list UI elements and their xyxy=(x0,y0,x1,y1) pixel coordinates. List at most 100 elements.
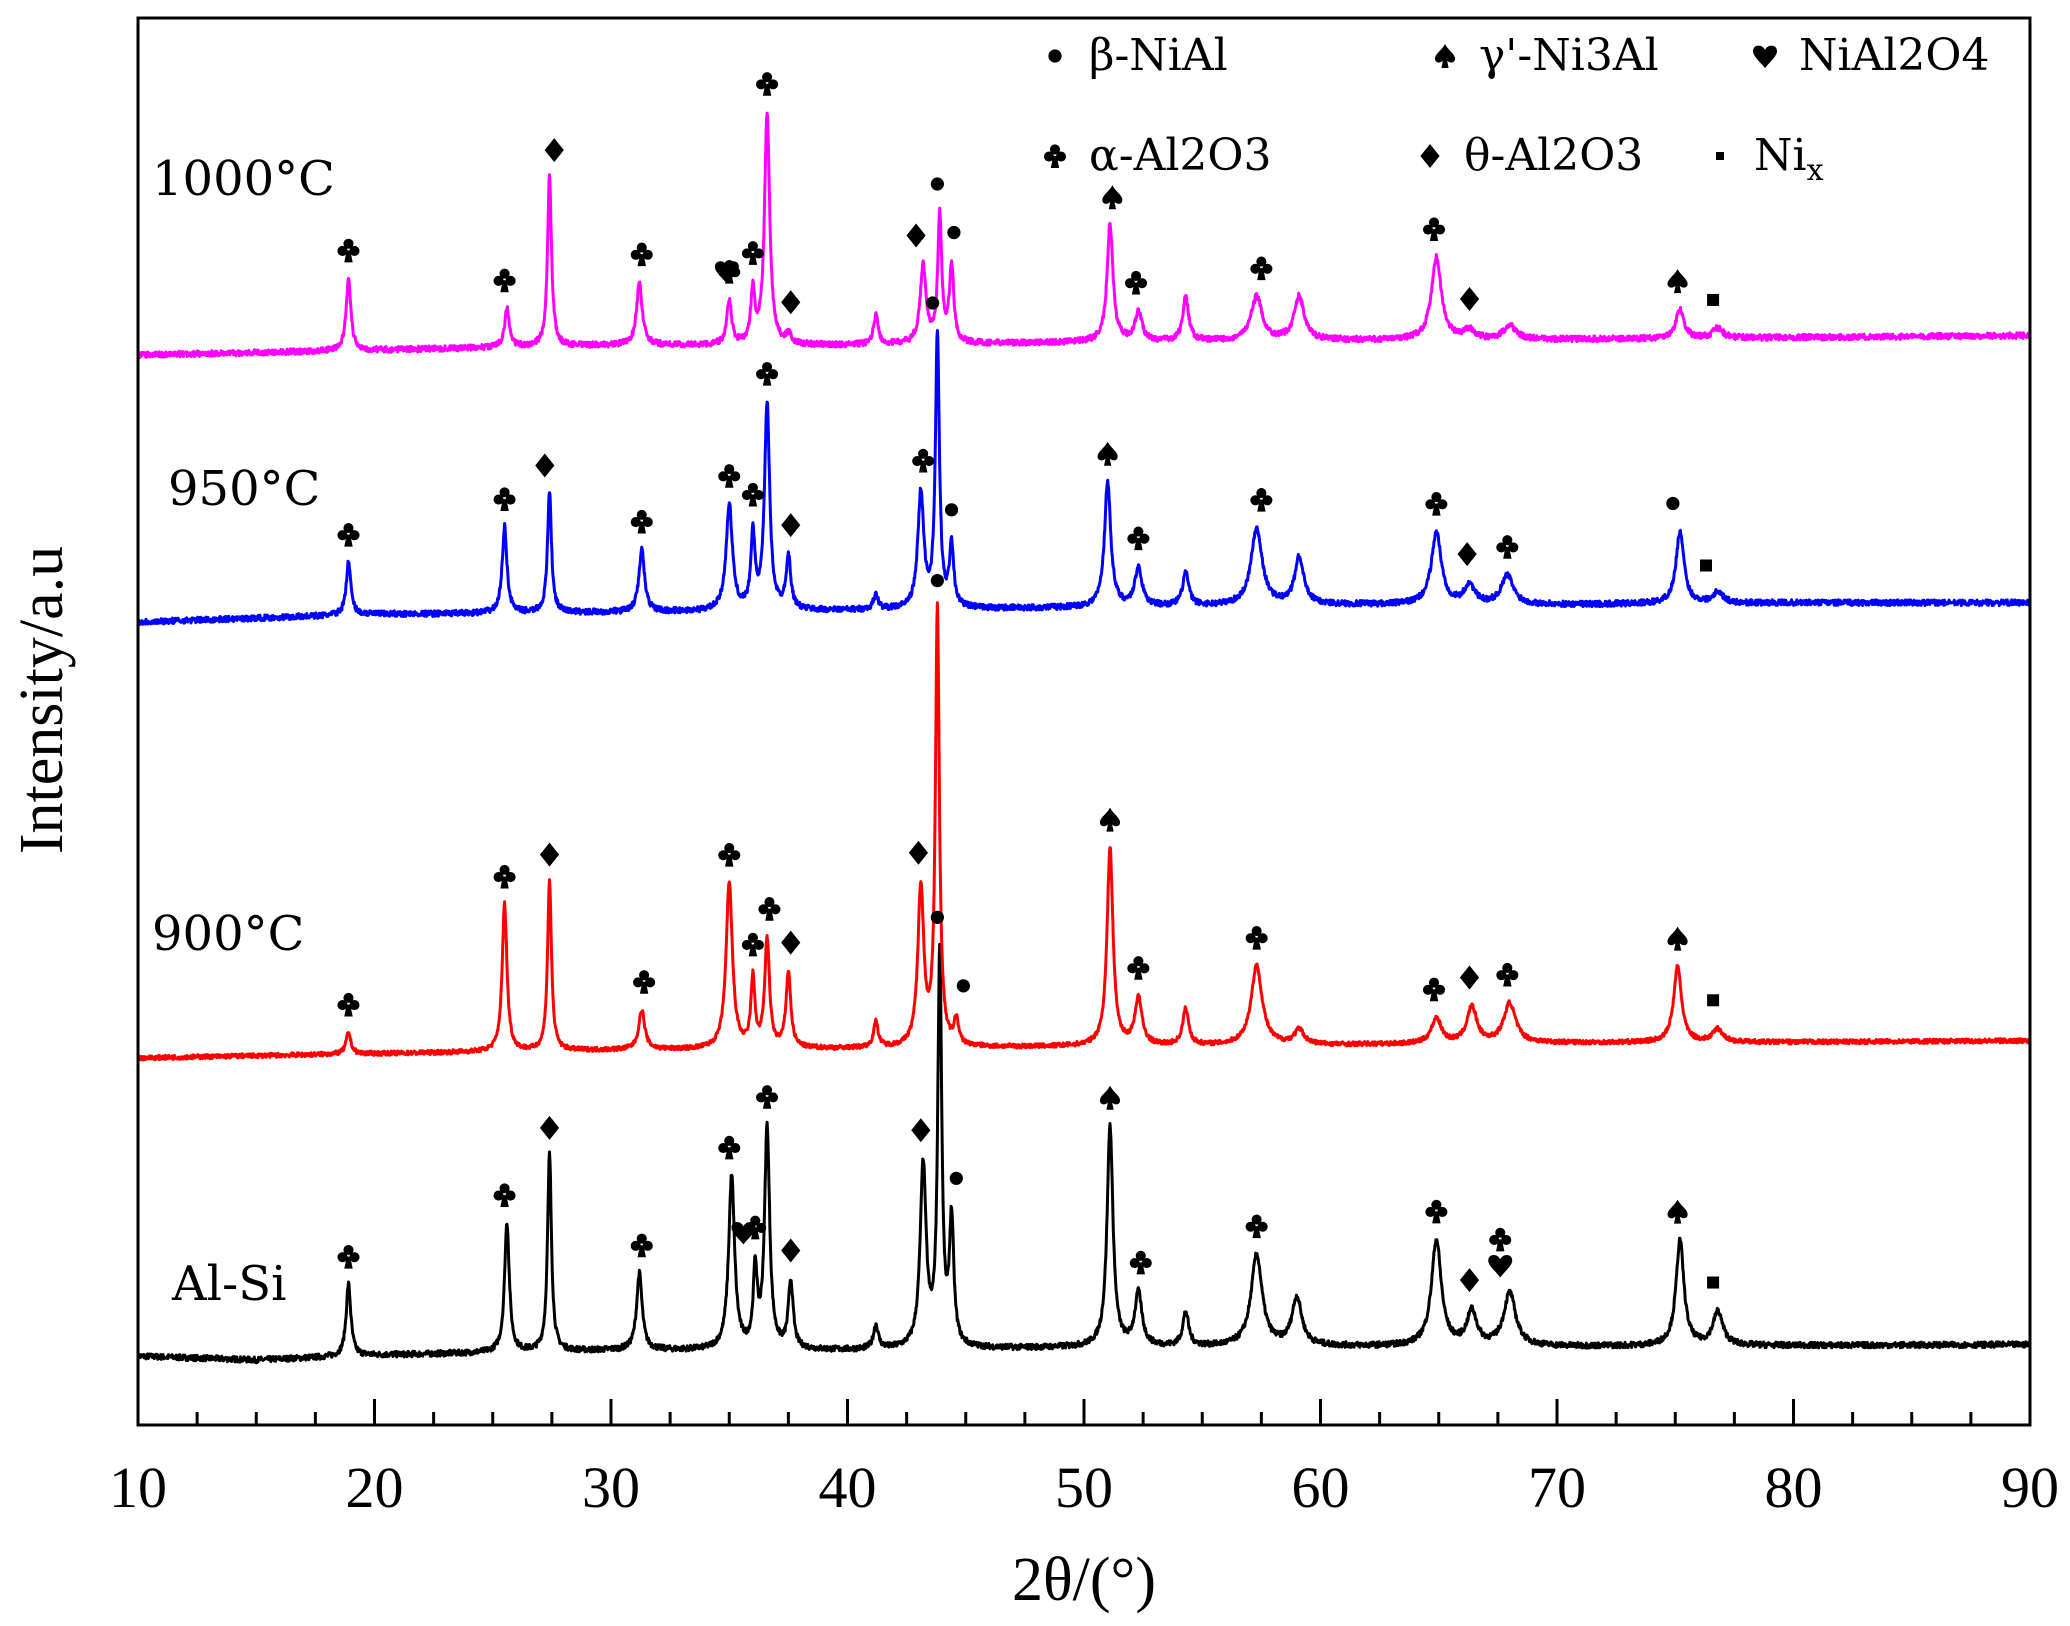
legend-marker-NiAl2O4 xyxy=(1753,45,1777,68)
phase-marker-tAl2O3 xyxy=(1457,542,1477,567)
phase-marker-NiCrSi xyxy=(1707,293,1720,306)
phase-marker-aAl2O3 xyxy=(718,1135,741,1160)
phase-marker-aAl2O3 xyxy=(1250,256,1273,281)
series-line-1000-c xyxy=(137,111,2032,360)
phase-marker-aAl2O3 xyxy=(1250,488,1273,512)
phase-marker-aAl2O3 xyxy=(337,1244,360,1269)
trace-label: 900°C xyxy=(152,906,304,962)
phase-marker-aAl2O3 xyxy=(741,482,764,507)
phase-marker-tAl2O3 xyxy=(781,1238,801,1263)
phase-marker-bNiAl xyxy=(949,1171,963,1185)
phase-marker-aAl2O3 xyxy=(630,242,653,267)
phase-marker-aAl2O3 xyxy=(1425,1199,1448,1224)
phase-marker-bNiAl xyxy=(926,296,940,310)
phase-marker-aAl2O3 xyxy=(630,509,653,534)
trace-label: 1000°C xyxy=(152,151,335,207)
series-line-950-c xyxy=(136,329,2032,626)
phase-marker-bNiAl xyxy=(1666,496,1680,511)
phase-marker-aAl2O3 xyxy=(1127,956,1150,980)
phase-marker-aAl2O3 xyxy=(337,992,360,1017)
phase-marker-aAl2O3 xyxy=(756,1085,779,1109)
phase-marker-tAl2O3 xyxy=(911,1118,931,1143)
phase-marker-NiCrSi xyxy=(1707,994,1720,1007)
phase-marker-tAl2O3 xyxy=(535,453,555,478)
phase-marker-aAl2O3 xyxy=(756,72,779,96)
legend-label-tAl2O3: θ-Al2O3 xyxy=(1464,130,1643,181)
series-line-900-c xyxy=(136,601,2032,1062)
phase-marker-aAl2O3 xyxy=(493,864,516,889)
phase-marker-bNiAl xyxy=(930,177,944,191)
phase-marker-aAl2O3 xyxy=(633,970,656,994)
phase-marker-gNi3Al xyxy=(1667,269,1688,294)
phase-marker-bNiAl xyxy=(947,225,961,240)
phase-marker-aAl2O3 xyxy=(912,448,935,473)
legend-marker-NiCrSi xyxy=(1716,152,1724,160)
trace-labels: Al-Si 900°C 950°C 1000°C xyxy=(152,151,335,1312)
legend-marker-gNi3Al xyxy=(1434,44,1456,68)
phase-marker-aAl2O3 xyxy=(758,897,781,921)
phase-marker-tAl2O3 xyxy=(781,930,801,955)
phase-marker-aAl2O3 xyxy=(1422,977,1446,1002)
phase-marker-NiAl2O4 xyxy=(714,261,739,284)
x-tick-label: 80 xyxy=(1765,1455,1823,1520)
legend-marker-tAl2O3 xyxy=(1420,144,1440,168)
phase-marker-bNiAl xyxy=(944,503,959,517)
legend-marker-bNiAl xyxy=(1048,49,1062,63)
phase-marker-aAl2O3 xyxy=(1496,962,1519,987)
phase-marker-NiAl2O4 xyxy=(1488,1255,1513,1278)
trace-label: Al-Si xyxy=(171,1256,286,1312)
phase-marker-tAl2O3 xyxy=(1459,1268,1480,1293)
phase-marker-aAl2O3 xyxy=(493,487,516,511)
x-axis-title: 2θ/(°) xyxy=(1012,1546,1156,1614)
phase-marker-aAl2O3 xyxy=(1422,217,1446,242)
legend-label-gNi3Al: γ'-Ni3Al xyxy=(1479,30,1659,81)
phase-marker-tAl2O3 xyxy=(1459,965,1480,990)
legend-marker-aAl2O3 xyxy=(1043,144,1067,168)
phase-marker-tAl2O3 xyxy=(906,223,926,248)
phase-marker-gNi3Al xyxy=(1097,441,1118,466)
x-tick-label: 40 xyxy=(819,1455,877,1520)
phase-marker-NiCrSi xyxy=(1707,1276,1720,1289)
phase-marker-tAl2O3 xyxy=(539,842,560,867)
phase-marker-gNi3Al xyxy=(1099,1085,1121,1110)
phase-marker-bNiAl xyxy=(930,573,944,588)
phase-marker-aAl2O3 xyxy=(741,241,764,265)
phase-marker-tAl2O3 xyxy=(1459,286,1480,311)
x-axis-ticks: 10 20 30 40 50 60 70 80 90 xyxy=(109,1399,2059,1520)
series-line-al-si xyxy=(136,942,2031,1365)
phase-marker-aAl2O3 xyxy=(493,268,516,293)
legend-label-NiAl2O4: NiAl2O4 xyxy=(1799,30,1989,81)
phase-marker-aAl2O3 xyxy=(337,522,360,547)
phase-marker-bNiAl xyxy=(956,979,970,993)
phase-marker-tAl2O3 xyxy=(908,840,929,865)
phase-marker-gNi3Al xyxy=(1099,807,1121,832)
phase-marker-aAl2O3 xyxy=(741,932,764,957)
trace-label: 950°C xyxy=(168,461,320,517)
legend-label-bNiAl: β-NiAl xyxy=(1089,30,1228,81)
phase-marker-tAl2O3 xyxy=(781,513,801,538)
phase-marker-aAl2O3 xyxy=(337,238,360,263)
phase-marker-aAl2O3 xyxy=(744,1215,767,1240)
phase-marker-aAl2O3 xyxy=(493,1183,516,1207)
series-traces xyxy=(136,111,2032,1365)
phase-marker-aAl2O3 xyxy=(1124,270,1148,295)
phase-marker-gNi3Al xyxy=(1667,1199,1688,1224)
phase-marker-aAl2O3 xyxy=(1129,1250,1152,1275)
phase-marker-gNi3Al xyxy=(1102,185,1123,210)
x-tick-label: 60 xyxy=(1292,1455,1350,1520)
x-tick-label: 10 xyxy=(109,1455,167,1520)
phase-marker-aAl2O3 xyxy=(756,361,779,386)
phase-marker-aAl2O3 xyxy=(1127,526,1150,551)
phase-marker-aAl2O3 xyxy=(1496,535,1519,559)
phase-marker-tAl2O3 xyxy=(544,138,564,163)
x-tick-label: 30 xyxy=(582,1455,640,1520)
phase-marker-gNi3Al xyxy=(1667,926,1688,951)
phase-marker-aAl2O3 xyxy=(718,464,741,488)
x-tick-label: 70 xyxy=(1528,1455,1586,1520)
phase-marker-tAl2O3 xyxy=(781,290,801,315)
x-tick-label: 50 xyxy=(1055,1455,1113,1520)
phase-marker-aAl2O3 xyxy=(1245,925,1268,950)
